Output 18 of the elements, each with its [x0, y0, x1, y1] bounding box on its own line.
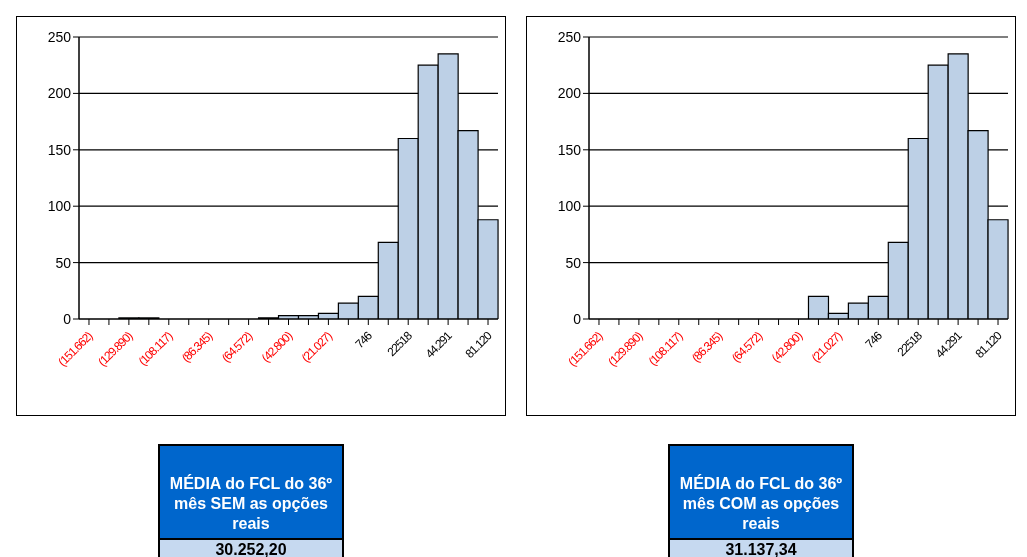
y-tick-label: 100 — [557, 198, 582, 215]
y-tick-label: 0 — [573, 310, 582, 327]
y-tick-label: 200 — [47, 85, 72, 102]
y-tick-label: 100 — [47, 198, 72, 215]
text: 31.137,34 — [670, 538, 852, 557]
y-tick-label: 50 — [55, 254, 72, 271]
text: MÉDIA do FCL do 36º mês SEM as opções reais — [160, 446, 342, 538]
y-tick-label: 0 — [63, 310, 72, 327]
x-tick-label: 746 — [352, 328, 376, 352]
y-tick-label: 150 — [557, 141, 582, 158]
x-tick-label: 746 — [862, 328, 886, 352]
y-tick-label: 250 — [47, 28, 72, 45]
y-tick-label: 200 — [557, 85, 582, 102]
y-tick-label: 150 — [47, 141, 72, 158]
y-tick-label: 50 — [565, 254, 582, 271]
text: MÉDIA do FCL do 36º mês COM as opções reais — [670, 446, 852, 538]
text: 30.252,20 — [160, 538, 342, 557]
y-tick-label: 250 — [557, 28, 582, 45]
